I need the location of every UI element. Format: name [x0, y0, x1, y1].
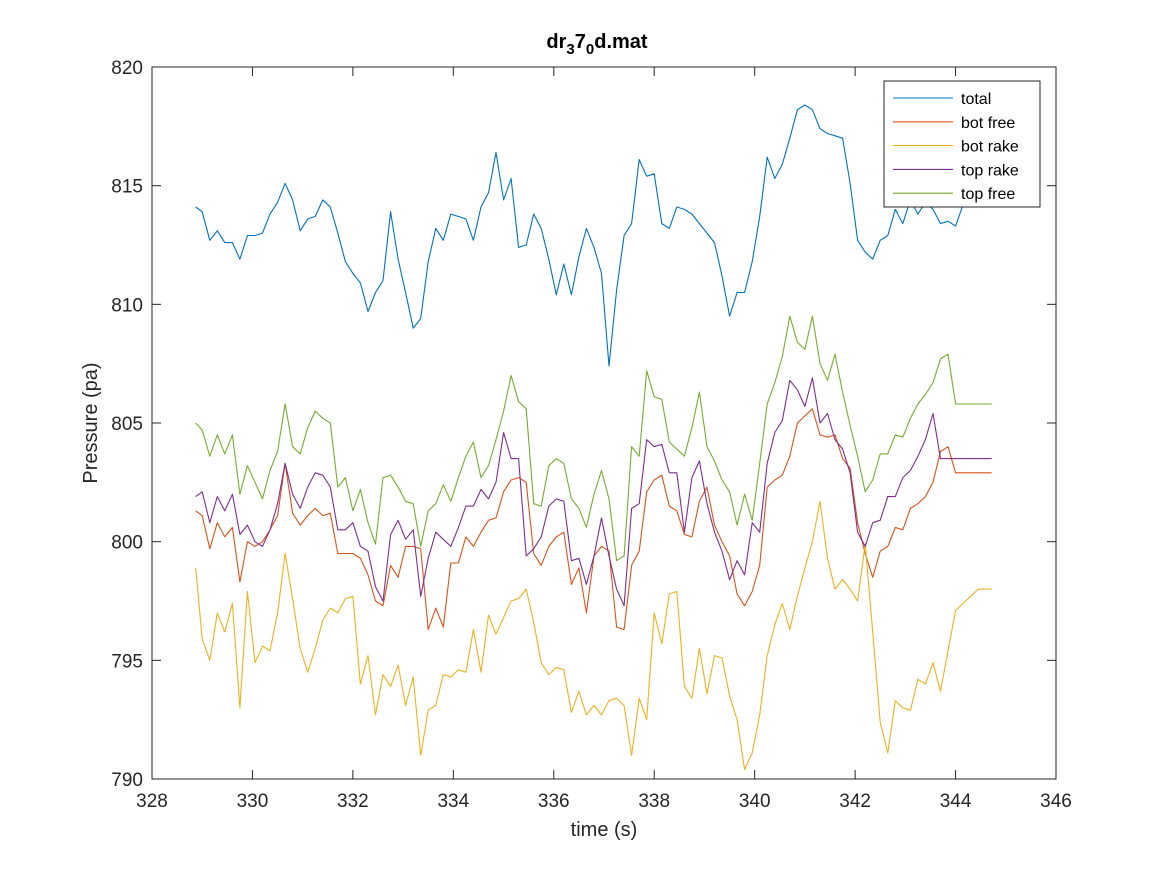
y-tick-label: 815 [111, 177, 143, 198]
x-tick-label: 344 [940, 791, 972, 812]
y-tick-label: 810 [111, 295, 143, 316]
x-tick-label: 346 [1040, 791, 1072, 812]
x-tick-label: 334 [437, 791, 469, 812]
legend-label-bot-rake: bot rake [961, 139, 1019, 156]
y-axis-ticks: 790 795 800 805 810 815 820 [111, 58, 1056, 791]
series-line-bot-rake [195, 500, 992, 771]
x-tick-label: 330 [237, 791, 269, 812]
chart-title-subscript: 3 [566, 41, 574, 58]
y-tick-label: 795 [111, 651, 143, 672]
y-tick-label: 820 [111, 58, 143, 79]
y-tick-label: 800 [111, 533, 143, 554]
series-line-top-rake [195, 377, 992, 607]
x-axis-label: time (s) [571, 819, 638, 841]
y-axis-label: Pressure (pa) [80, 362, 102, 483]
series-line-top-free [195, 315, 992, 562]
x-tick-label: 332 [337, 791, 369, 812]
x-tick-label: 340 [739, 791, 771, 812]
chart-title: dr370d.mat [546, 31, 647, 58]
x-axis-ticks: 328 330 332 334 336 338 340 342 344 346 [136, 67, 1072, 812]
x-tick-label: 336 [538, 791, 570, 812]
x-tick-label: 342 [839, 791, 871, 812]
chart-title-subscript: 0 [586, 41, 594, 58]
x-tick-label: 328 [136, 791, 168, 812]
legend-label-total: total [961, 91, 991, 108]
legend-label-bot-free: bot free [961, 115, 1015, 132]
series-lines [195, 104, 992, 771]
legend-label-top-free: top free [961, 186, 1015, 203]
series-line-total [195, 104, 992, 367]
legend-label-top-rake: top rake [961, 162, 1019, 179]
y-tick-label: 805 [111, 414, 143, 435]
legend-box [883, 80, 1041, 208]
y-tick-label: 790 [111, 770, 143, 791]
x-tick-label: 338 [638, 791, 670, 812]
legend: total bot free bot rake top rake top free [883, 80, 1041, 208]
